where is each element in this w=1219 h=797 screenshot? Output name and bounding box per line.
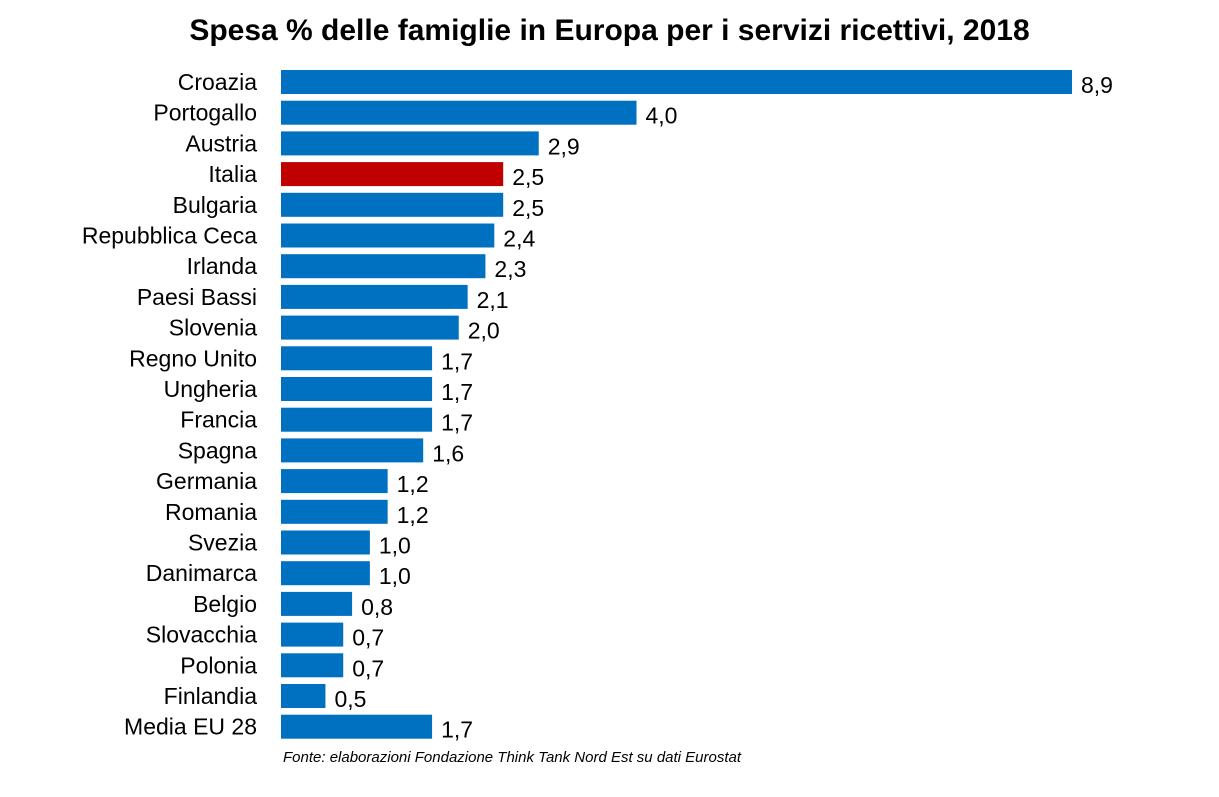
category-label-ungheria: Ungheria: [164, 376, 258, 402]
value-label-finlandia: 0,5: [334, 686, 366, 712]
category-label-polonia: Polonia: [180, 652, 257, 678]
bar-ungheria: [281, 377, 433, 401]
value-label-svezia: 1,0: [379, 533, 411, 559]
value-label-romania: 1,2: [397, 502, 429, 528]
category-label-media-eu-28: Media EU 28: [124, 714, 257, 740]
category-label-svezia: Svezia: [188, 530, 257, 556]
value-label-francia: 1,7: [441, 410, 473, 436]
value-label-bulgaria: 2,5: [512, 195, 544, 221]
category-label-irlanda: Irlanda: [187, 253, 258, 279]
bar-repubblica-ceca: [281, 223, 495, 248]
value-label-spagna: 1,6: [432, 440, 464, 466]
category-label-francia: Francia: [180, 407, 257, 433]
bar-bulgaria: [281, 192, 504, 217]
chart-source-note: Fonte: elaborazioni Fondazione Think Tan…: [283, 749, 742, 766]
bar-polonia: [281, 653, 344, 678]
value-label-croazia: 8,9: [1081, 72, 1113, 98]
bar-croazia: [281, 70, 1072, 94]
category-label-bulgaria: Bulgaria: [173, 192, 258, 218]
category-label-germania: Germania: [156, 468, 257, 494]
category-label-finlandia: Finlandia: [164, 683, 258, 709]
value-label-austria: 2,9: [548, 133, 580, 159]
chart-title: Spesa % delle famiglie in Europa per i s…: [189, 14, 1030, 47]
value-labels: 8,94,02,92,52,52,42,32,12,01,71,71,71,61…: [334, 72, 1113, 743]
category-label-belgio: Belgio: [193, 591, 257, 617]
value-label-italia: 2,5: [512, 164, 544, 190]
category-label-austria: Austria: [185, 130, 257, 156]
category-label-danimarca: Danimarca: [146, 560, 257, 586]
bar-austria: [281, 131, 539, 156]
category-label-spagna: Spagna: [178, 437, 258, 463]
bar-danimarca: [281, 561, 370, 586]
value-label-belgio: 0,8: [361, 594, 393, 620]
value-label-ungheria: 1,7: [441, 379, 473, 405]
bar-francia: [281, 407, 433, 432]
category-label-paesi-bassi: Paesi Bassi: [137, 284, 257, 310]
value-label-slovenia: 2,0: [468, 318, 500, 344]
category-label-slovacchia: Slovacchia: [146, 622, 257, 648]
value-label-repubblica-ceca: 2,4: [503, 226, 535, 252]
category-label-repubblica-ceca: Repubblica Ceca: [82, 223, 257, 249]
category-label-slovenia: Slovenia: [169, 315, 257, 341]
value-label-portogallo: 4,0: [646, 103, 678, 129]
value-label-danimarca: 1,0: [379, 563, 411, 589]
value-label-germania: 1,2: [397, 471, 429, 497]
category-label-portogallo: Portogallo: [153, 100, 257, 126]
bar-germania: [281, 469, 388, 494]
bar-media-eu-28: [281, 714, 433, 739]
bar-slovenia: [281, 315, 459, 340]
category-label-italia: Italia: [208, 161, 257, 187]
category-labels: Croazia Portogallo Austria Italia Bulgaria Re…: [82, 69, 257, 740]
value-label-media-eu-28: 1,7: [441, 717, 473, 743]
value-label-polonia: 0,7: [352, 655, 384, 681]
category-label-croazia: Croazia: [178, 69, 257, 95]
bar-portogallo: [281, 100, 637, 125]
bar-italia: [281, 162, 504, 187]
value-label-slovacchia: 0,7: [352, 625, 384, 651]
bar-belgio: [281, 591, 353, 616]
bar-slovacchia: [281, 622, 344, 647]
category-label-romania: Romania: [165, 499, 257, 525]
value-label-irlanda: 2,3: [494, 256, 526, 282]
bar-finlandia: [281, 684, 326, 708]
category-label-regno-unito: Regno Unito: [129, 345, 257, 371]
bar-irlanda: [281, 254, 486, 279]
bar-paesi-bassi: [281, 284, 468, 309]
bar-svezia: [281, 530, 370, 555]
bars-layer: [281, 70, 1072, 739]
bar-regno-unito: [281, 346, 433, 371]
value-label-regno-unito: 1,7: [441, 348, 473, 374]
bar-romania: [281, 499, 388, 524]
value-label-paesi-bassi: 2,1: [477, 287, 509, 313]
bar-spagna: [281, 438, 424, 463]
